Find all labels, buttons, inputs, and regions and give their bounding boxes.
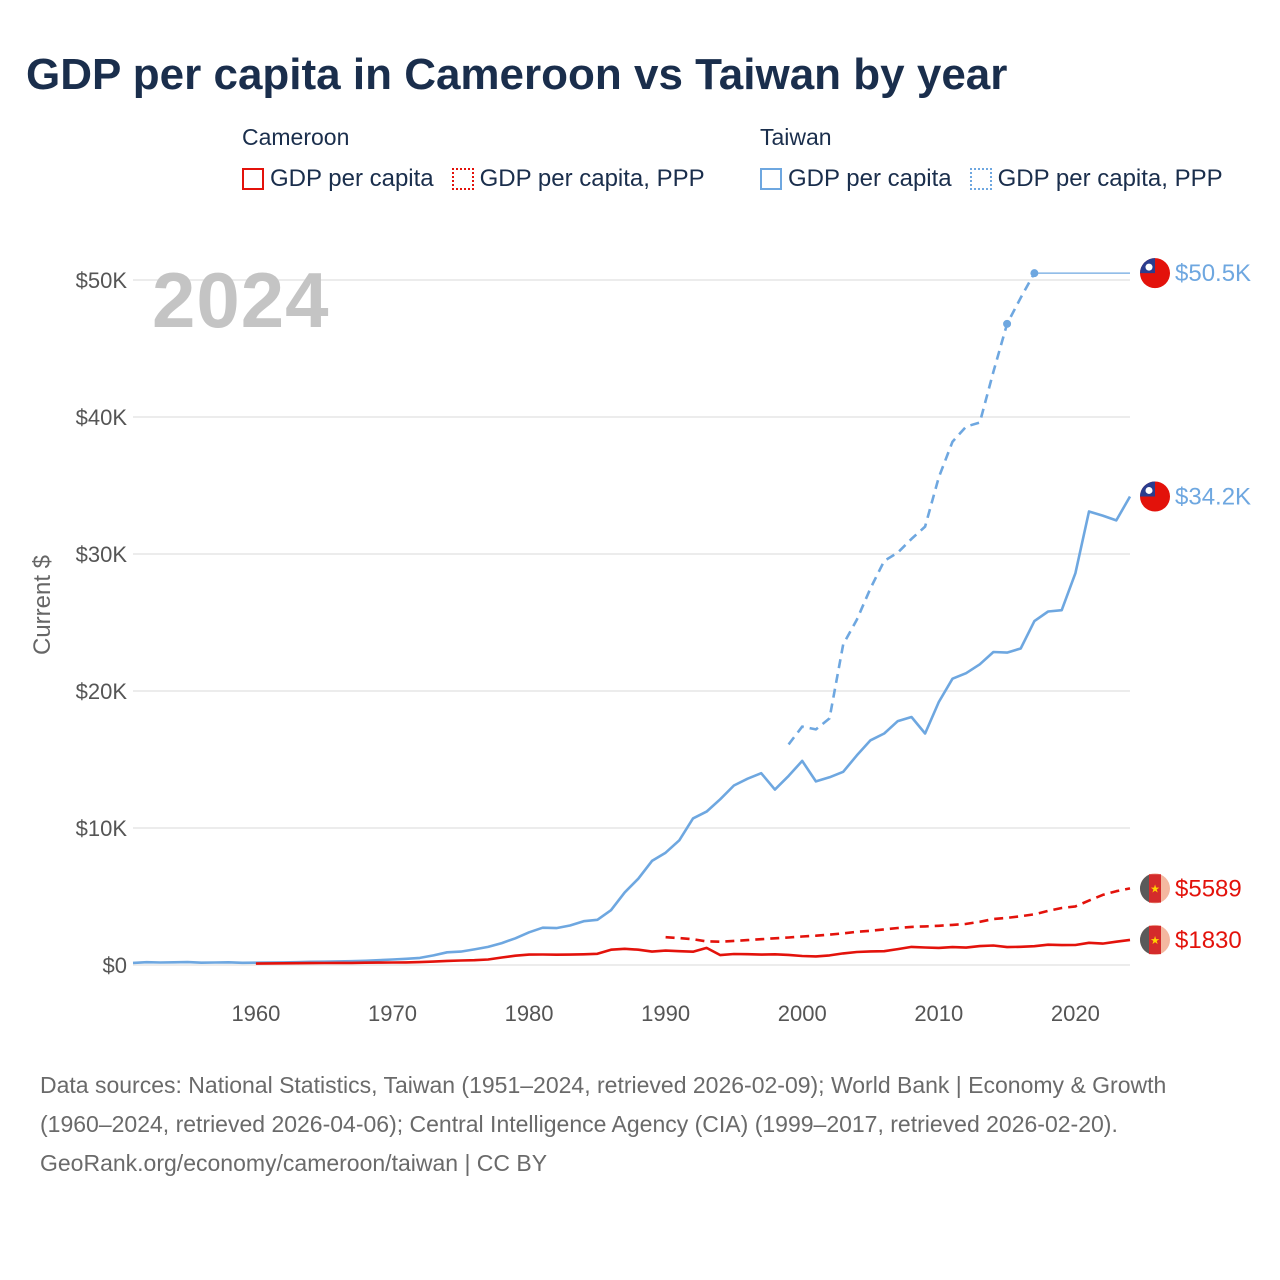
y-axis-label: Current $	[29, 555, 56, 655]
legend-item-label: GDP per capita, PPP	[479, 165, 705, 192]
credit-link[interactable]: GeoRank.org/economy/cameroon/taiwan | CC…	[40, 1150, 548, 1176]
flag-star: ★	[1150, 883, 1160, 895]
legend-group-cameroon: Cameroon GDP per capita GDP per capita, …	[242, 124, 705, 193]
series-line-taiwan-gdp	[132, 495, 1132, 965]
y-tick-label: $20K	[76, 679, 128, 704]
legend-swatch-dotted-blue	[969, 168, 992, 190]
legend-item-label: GDP per capita	[788, 165, 952, 192]
legend-item-taiwan-gdp-ppp[interactable]: GDP per capita, PPP	[969, 165, 1223, 193]
y-tick-label: $0	[103, 953, 127, 978]
legend-item-taiwan-gdp[interactable]: GDP per capita	[760, 165, 952, 193]
x-tick-label: 2020	[1051, 1001, 1100, 1026]
legend-swatch-solid-blue	[760, 168, 782, 190]
series-line-cameroon-gdp	[255, 938, 1131, 965]
flag-left-stripe	[1140, 874, 1149, 903]
data-sources: Data sources: National Statistics, Taiwa…	[40, 1072, 1167, 1137]
flag-center-stripe	[1149, 874, 1161, 903]
series-line-cameroon-ppp	[665, 887, 1131, 944]
flag-left-stripe	[1140, 926, 1149, 954]
taiwan-flag-icon	[1140, 481, 1170, 512]
y-tick-label: $10K	[76, 816, 128, 841]
end-value-label: $50.5K	[1175, 260, 1251, 287]
x-tick-label: 2000	[778, 1001, 827, 1026]
end-value-label: $1830	[1175, 927, 1242, 954]
chart-title: GDP per capita in Cameroon vs Taiwan by …	[26, 50, 1008, 99]
flag-star: ★	[1150, 935, 1160, 947]
end-value-label: $34.2K	[1175, 483, 1251, 510]
y-tick-label: $50K	[76, 268, 128, 293]
x-tick-label: 2010	[914, 1001, 963, 1026]
x-tick-label: 1960	[231, 1001, 280, 1026]
current-year-label: 2024	[152, 256, 330, 344]
legend-swatch-solid-red	[242, 168, 264, 190]
x-tick-label: 1990	[641, 1001, 690, 1026]
legend-item-cameroon-gdp-ppp[interactable]: GDP per capita, PPP	[451, 165, 705, 193]
legend-group-taiwan: Taiwan GDP per capita GDP per capita, PP…	[760, 124, 1223, 193]
data-point-marker	[1003, 319, 1012, 328]
series-line-taiwan-ppp	[787, 272, 1036, 746]
legend-item-label: GDP per capita, PPP	[997, 165, 1223, 192]
x-tick-label: 1970	[368, 1001, 417, 1026]
flag-center-stripe	[1149, 925, 1161, 955]
data-point-marker	[1030, 269, 1039, 278]
flag-sun	[1145, 263, 1153, 271]
legend-group-title: Taiwan	[760, 124, 832, 150]
cameroon-flag-icon: ★	[1140, 873, 1170, 904]
y-tick-label: $40K	[76, 405, 128, 430]
flag-sun	[1145, 486, 1153, 494]
legend-item-label: GDP per capita	[270, 165, 434, 192]
cameroon-flag-icon: ★	[1140, 924, 1170, 955]
y-tick-label: $30K	[76, 542, 128, 567]
taiwan-flag-icon	[1140, 258, 1170, 289]
legend-group-title: Cameroon	[242, 124, 350, 150]
legend-swatch-dotted-red	[451, 168, 474, 190]
footer: Data sources: National Statistics, Taiwa…	[40, 1066, 1230, 1183]
end-value-label: $5589	[1175, 875, 1242, 902]
legend-item-cameroon-gdp[interactable]: GDP per capita	[242, 165, 434, 193]
x-tick-label: 1980	[505, 1001, 554, 1026]
